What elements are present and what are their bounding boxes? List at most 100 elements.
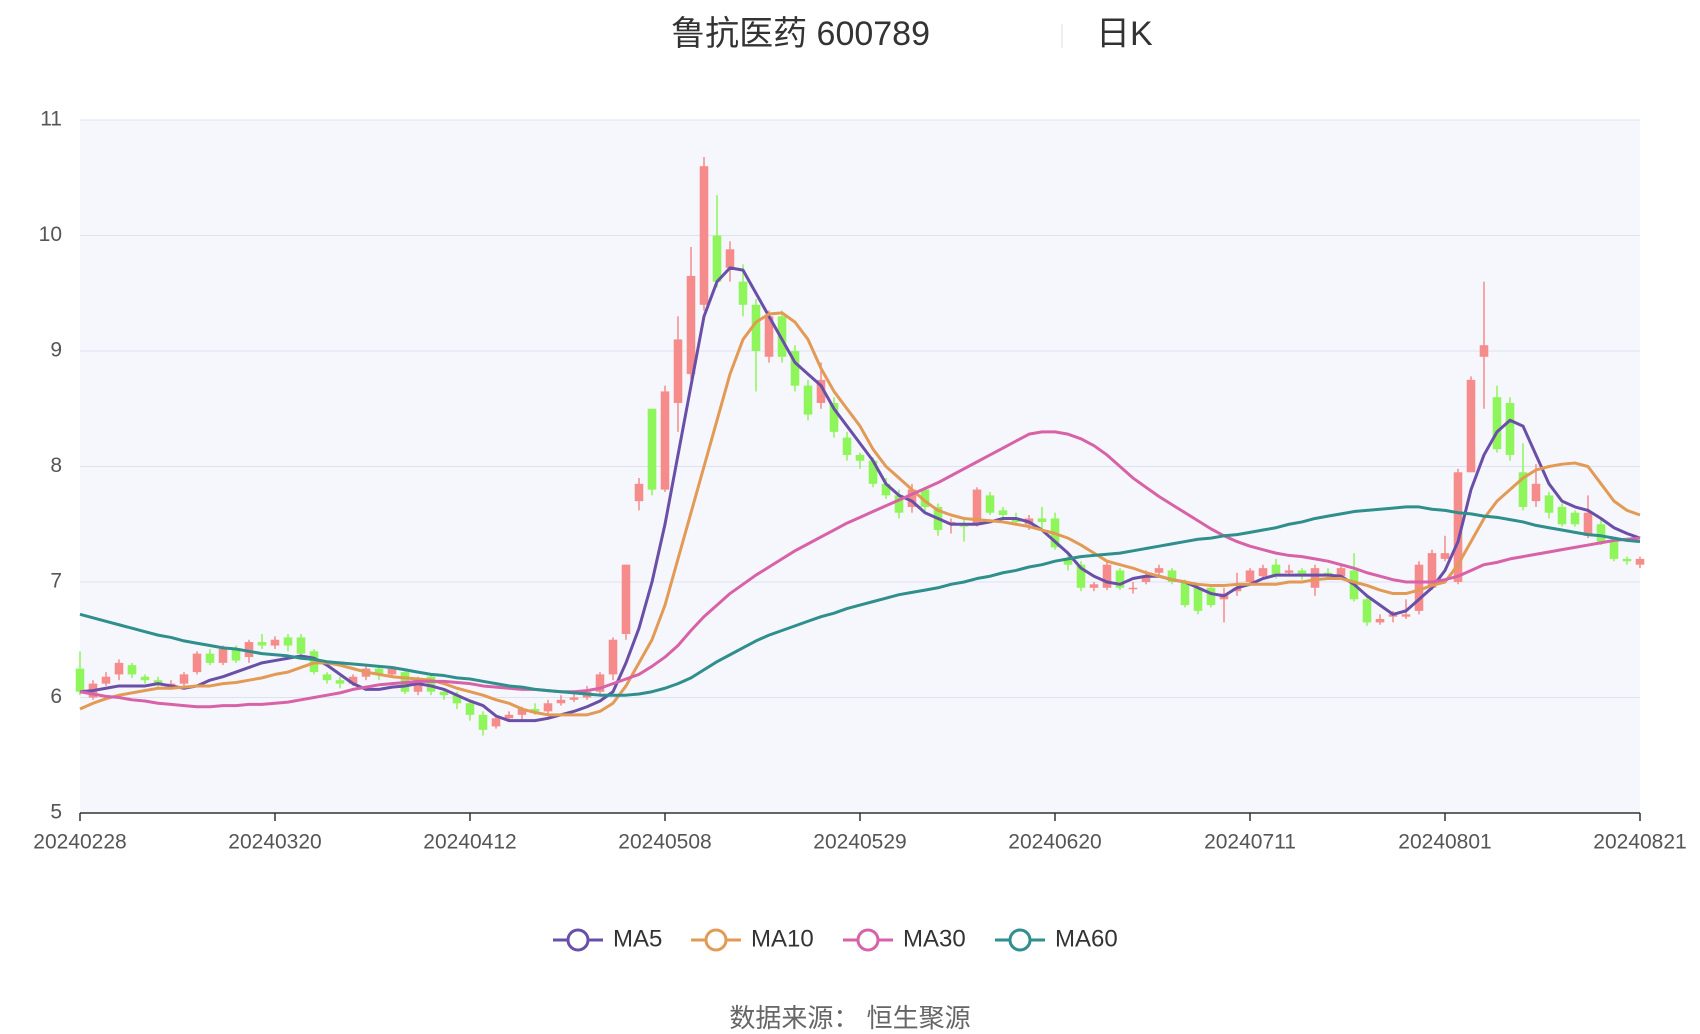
candle-body — [322, 674, 332, 681]
x-tick-label: 20240228 — [33, 831, 126, 854]
candle-body — [1635, 558, 1645, 565]
candle-body — [1258, 568, 1268, 577]
candle-body — [790, 351, 800, 386]
ma-line — [79, 505, 1641, 697]
x-tick-label: 20240412 — [423, 831, 516, 854]
candle-body — [1102, 564, 1112, 588]
ma-line — [79, 266, 1641, 723]
candle-body — [1362, 599, 1372, 623]
x-tick-label: 20240620 — [1008, 831, 1101, 854]
candle-body — [1557, 506, 1567, 525]
ma-line — [79, 311, 1641, 717]
candle-body — [543, 703, 553, 712]
candle-body — [595, 674, 605, 692]
candle-body — [751, 304, 761, 351]
candle-body — [621, 564, 631, 634]
candle-body — [1141, 576, 1151, 582]
candle-body — [387, 668, 397, 675]
candle-body — [634, 483, 644, 502]
candle-body — [660, 391, 670, 490]
candle-body — [348, 676, 358, 684]
x-tick-label: 20240801 — [1398, 831, 1491, 854]
candle-body — [1596, 524, 1606, 542]
candle-body — [907, 489, 917, 507]
candle-body — [1440, 553, 1450, 559]
candle-body — [556, 699, 566, 704]
legend-marker — [1008, 928, 1032, 952]
candle-body — [1037, 518, 1047, 522]
candle-body — [1076, 564, 1086, 588]
candle-body — [1453, 472, 1463, 582]
candle-body — [1154, 568, 1164, 573]
candle-body — [114, 662, 124, 675]
candle-body — [1544, 495, 1554, 513]
y-tick-label: 5 — [50, 801, 62, 824]
candle-body — [1466, 379, 1476, 473]
candle-body — [244, 642, 254, 658]
candle-body — [504, 714, 514, 719]
candle-body — [868, 460, 878, 484]
x-tick-label: 20240529 — [813, 831, 906, 854]
candle-body — [296, 637, 306, 654]
x-tick-label: 20240320 — [228, 831, 321, 854]
candle-body — [1167, 570, 1177, 582]
candle-body — [1115, 570, 1125, 588]
candle-body — [1531, 483, 1541, 502]
candle-body — [179, 674, 189, 684]
legend-marker — [856, 928, 880, 952]
legend-item: MA60 — [995, 925, 1118, 952]
candle-body — [1271, 564, 1281, 577]
candle-body — [738, 281, 748, 305]
candle-body — [1583, 512, 1593, 536]
candle-body — [725, 249, 735, 268]
candle-body — [1609, 541, 1619, 559]
candle-body — [140, 676, 150, 681]
candle-body — [673, 339, 683, 403]
candle-body — [1180, 582, 1190, 606]
candle-body — [452, 695, 462, 704]
candle-body — [1063, 558, 1073, 565]
legend-label: MA30 — [903, 925, 966, 952]
candle-body — [829, 402, 839, 432]
ma-line — [79, 430, 1641, 709]
candle-body — [1427, 553, 1437, 588]
y-tick-label: 8 — [50, 454, 62, 477]
candle-body — [439, 691, 449, 696]
candle-body — [192, 653, 202, 673]
candle-body — [894, 495, 904, 513]
candle-body — [413, 680, 423, 692]
candle-body — [1193, 587, 1203, 611]
candle-body — [127, 665, 137, 675]
candle-body — [1206, 587, 1216, 606]
candle-body — [205, 653, 215, 663]
candle-body — [517, 709, 527, 715]
candle-body — [686, 275, 696, 375]
x-tick-label: 20240508 — [618, 831, 711, 854]
candle-body — [803, 385, 813, 415]
candle-body — [816, 379, 826, 403]
candle-body — [881, 483, 891, 496]
candle-body — [1128, 587, 1138, 590]
legend-label: MA5 — [613, 925, 662, 952]
candle-body — [218, 648, 228, 663]
candle-body — [699, 166, 709, 305]
candle-body — [153, 680, 163, 684]
candle-body — [374, 668, 384, 675]
legend-item: MA10 — [691, 925, 814, 952]
legend-item: MA30 — [843, 925, 966, 952]
candle-body — [257, 642, 267, 646]
candle-body — [491, 718, 501, 727]
x-tick-label: 20240821 — [1593, 831, 1686, 854]
candle-body — [1297, 570, 1307, 577]
source-note: 数据来源： 恒生聚源 — [729, 1003, 970, 1033]
candle-body — [1479, 345, 1489, 357]
legend-marker — [566, 928, 590, 952]
candle-body — [283, 637, 293, 646]
candle-body — [855, 454, 865, 461]
candle-body — [75, 668, 85, 692]
x-tick-label: 20240711 — [1204, 831, 1296, 854]
candle-body — [1518, 472, 1528, 507]
legend-item: MA5 — [553, 925, 662, 952]
candle-body — [608, 639, 618, 675]
